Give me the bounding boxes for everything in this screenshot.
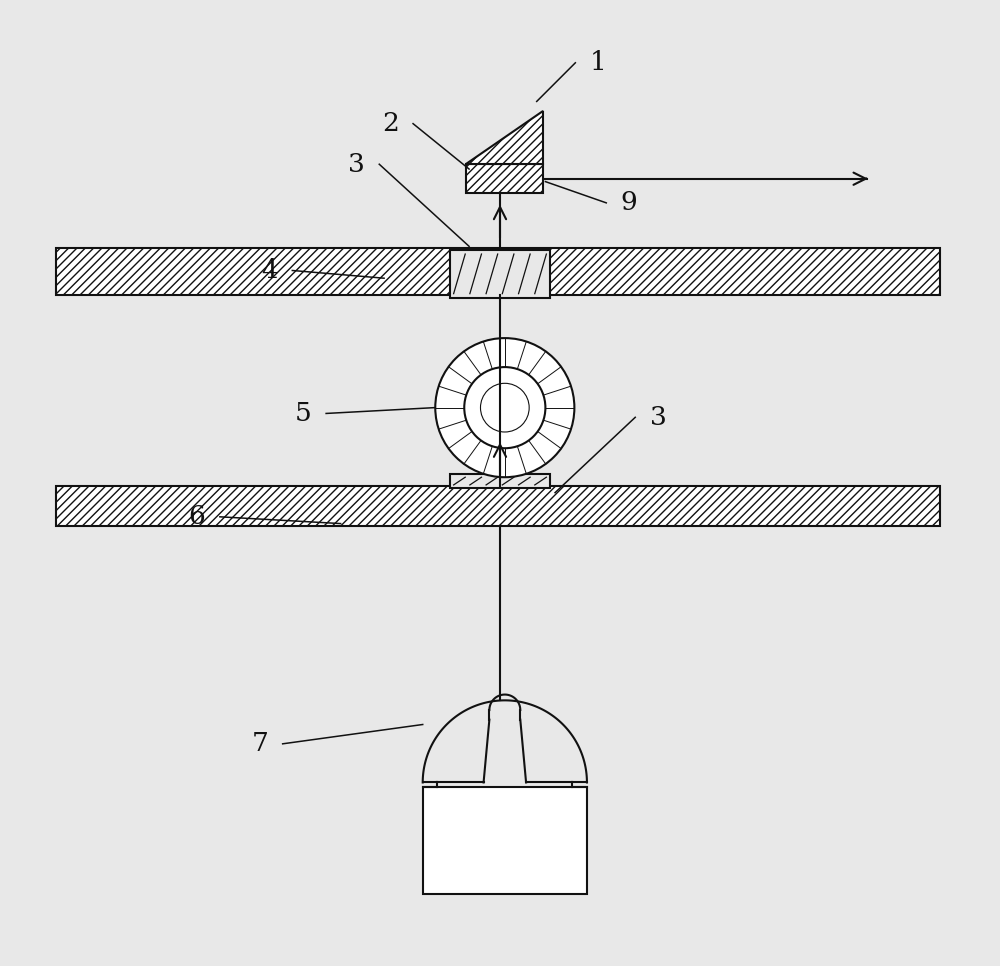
Text: 3: 3 (348, 152, 365, 177)
Text: 1: 1 (590, 50, 607, 75)
Text: 7: 7 (251, 731, 268, 756)
Circle shape (435, 338, 574, 477)
Polygon shape (450, 474, 550, 488)
Polygon shape (423, 787, 587, 894)
Text: 3: 3 (650, 405, 667, 430)
Polygon shape (56, 486, 940, 526)
Polygon shape (56, 248, 940, 295)
Text: 9: 9 (621, 190, 638, 215)
Polygon shape (466, 164, 543, 193)
Polygon shape (466, 111, 543, 164)
Text: 2: 2 (382, 111, 399, 136)
Polygon shape (450, 250, 550, 298)
Text: 5: 5 (295, 401, 312, 426)
Text: 6: 6 (189, 504, 205, 529)
Circle shape (480, 384, 529, 432)
Text: 4: 4 (261, 258, 278, 283)
Circle shape (464, 367, 545, 448)
